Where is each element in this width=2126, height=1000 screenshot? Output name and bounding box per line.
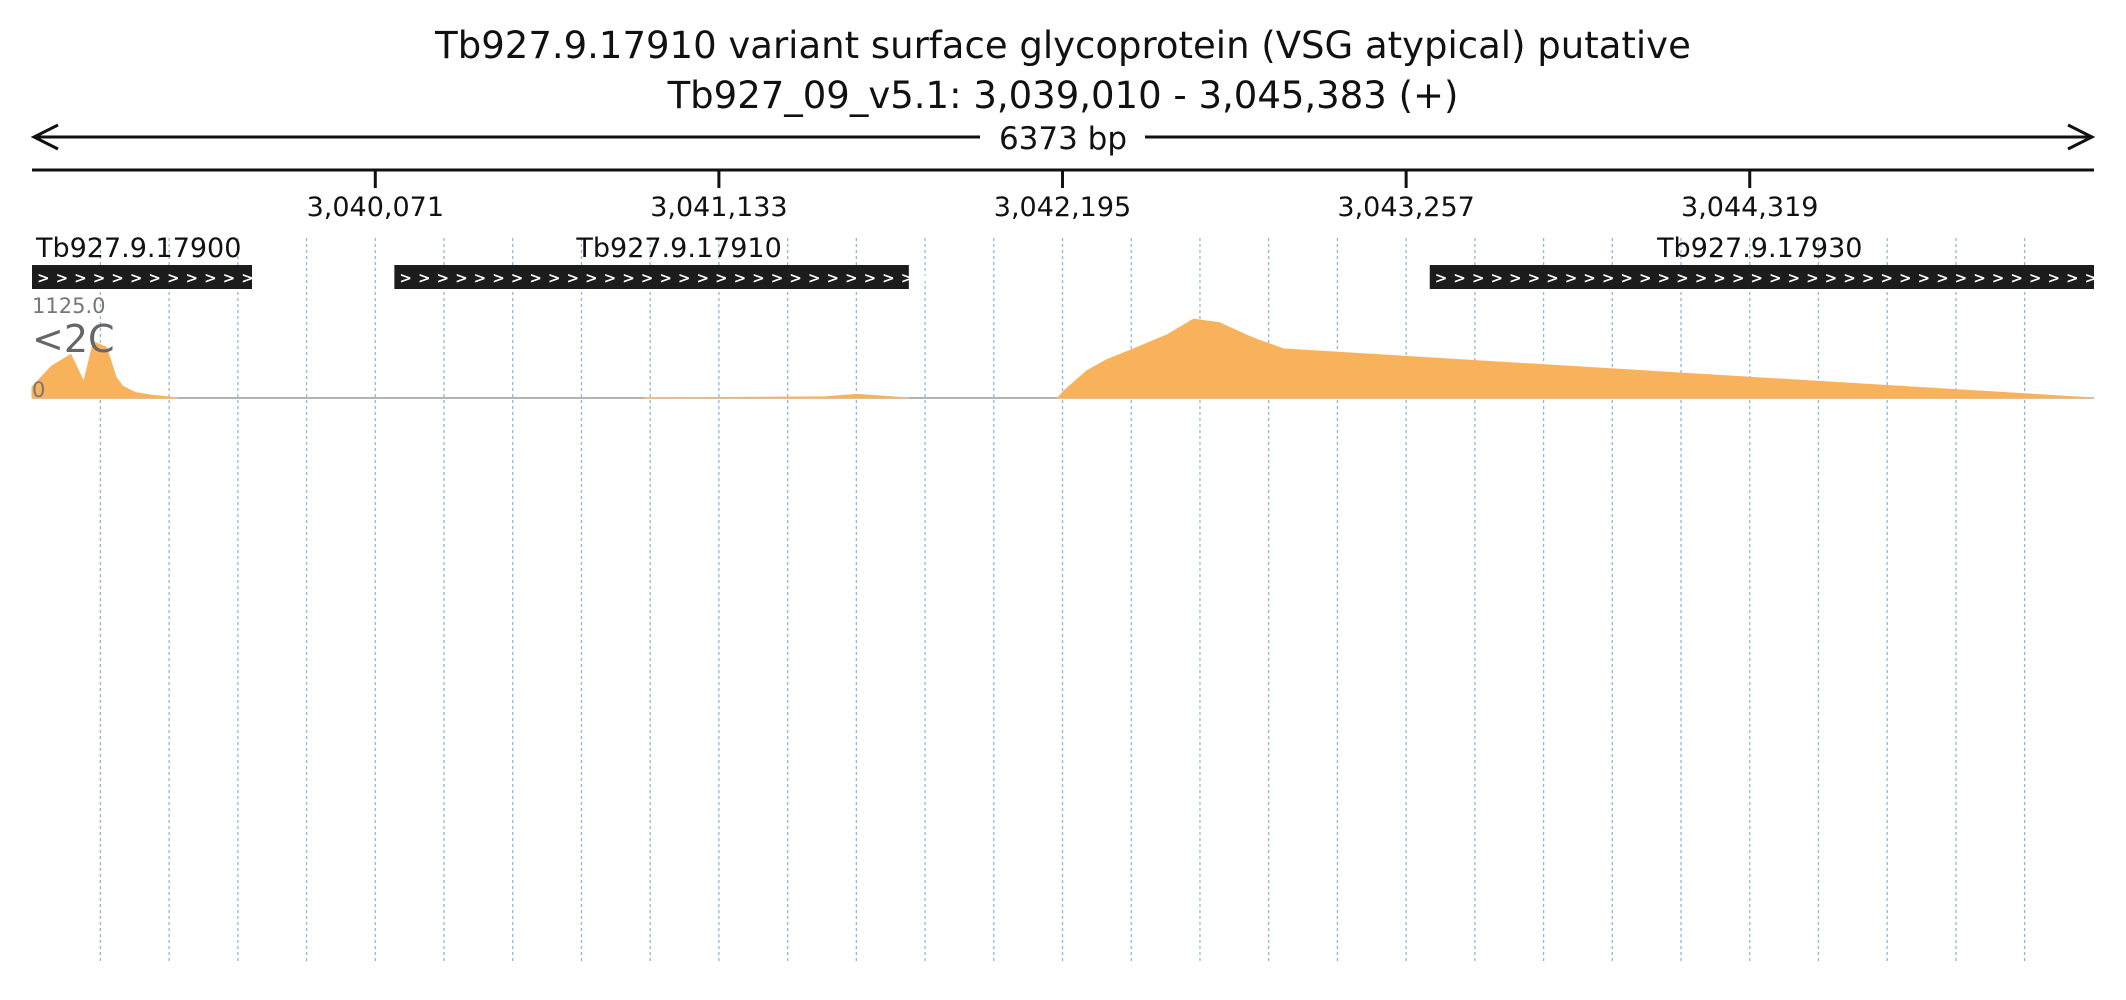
track-0: 1125.0 0 <2C — [31, 294, 2095, 402]
gridlines — [99, 238, 2026, 962]
gene-annotation-track: >>>>>>>>>>>> Tb927.9.17900 >>>>>>>>>>>>>>>… — [32, 233, 2126, 289]
gene-strand-arrows-0: >>>>>>>>>>>> — [37, 269, 260, 287]
span-ruler: 6373 bp — [30, 121, 2096, 157]
gene-body-2 — [1429, 265, 2094, 289]
gene-label-2: Tb927.9.17930 — [1656, 233, 1862, 264]
gene-strand-arrows-1: >>>>>>>>>>>>>>>>>>>>>>>>>>>>> — [399, 269, 937, 287]
gene-label-0: Tb927.9.17900 — [35, 233, 241, 264]
gene-body-0 — [32, 265, 253, 289]
span-label: 6373 bp — [999, 121, 1127, 157]
axis-tick-label-0: 3,040,071 — [307, 192, 444, 223]
track-ymax-label-0: 1125.0 — [32, 294, 105, 318]
axis-tick-label-4: 3,044,319 — [1681, 192, 1818, 223]
coverage-area-0-0 — [31, 341, 178, 399]
position-axis: 3,040,071 3,041,133 3,042,195 3,043,257 3,04… — [32, 168, 2094, 223]
axis-tick-label-2: 3,042,195 — [994, 192, 1131, 223]
gene-label-1: Tb927.9.17910 — [575, 233, 781, 264]
axis-tick-label-1: 3,041,133 — [650, 192, 787, 223]
gene-body-1 — [394, 265, 909, 289]
coverage-tracks: 1125.0 0 <2C — [31, 294, 2095, 402]
gene-strand-arrows-2: >>>>>>>>>>>>>>>>>>>>>>>>>>>>>>>>>>>>>> — [1435, 269, 2126, 287]
span-arrow-left — [30, 123, 59, 151]
coverage-area-0-2 — [1056, 318, 2095, 399]
track-name-0: <2C — [32, 317, 115, 361]
figure-subtitle: Tb927_09_v5.1: 3,039,010 - 3,045,383 (+) — [667, 74, 1459, 117]
track-ymin-label-0: 0 — [32, 378, 45, 402]
axis-tick-label-3: 3,043,257 — [1337, 192, 1474, 223]
coverage-area-0-1 — [643, 393, 909, 399]
span-arrow-right — [2067, 123, 2096, 151]
figure-title: Tb927.9.17910 variant surface glycoprote… — [434, 24, 1691, 67]
